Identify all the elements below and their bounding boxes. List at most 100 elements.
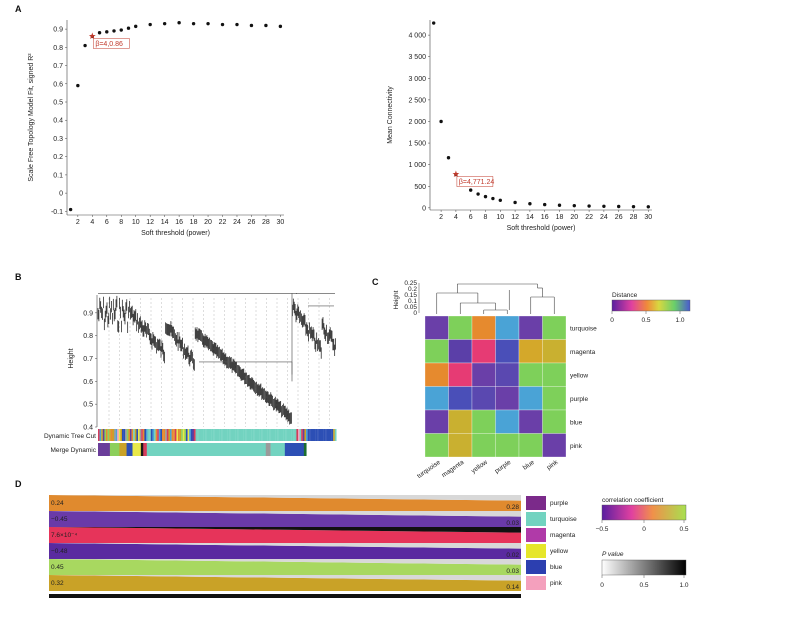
merge-dynamic-segment bbox=[140, 443, 144, 456]
merge-dynamic-segment bbox=[143, 443, 148, 456]
correlation-band bbox=[49, 559, 521, 575]
data-point bbox=[68, 207, 73, 212]
dynamic-tree-cut-color bbox=[277, 429, 279, 441]
cluster-dendrogram: 0.4 0.5 0.6 0.7 0.8 0.9 Height Dynamic Tree Cut… bbox=[44, 293, 337, 456]
y-tick-label: 0.5 bbox=[53, 100, 63, 107]
dynamic-tree-cut-color bbox=[190, 429, 193, 441]
heatmap-cell bbox=[424, 339, 449, 364]
heatmap-row-label: yellow bbox=[570, 372, 588, 379]
dynamic-tree-cut-color bbox=[267, 429, 270, 441]
dynamic-tree-cut-color bbox=[205, 429, 207, 441]
dynamic-tree-cut-color bbox=[328, 429, 331, 441]
dynamic-tree-cut-color bbox=[163, 429, 166, 441]
heatmap-col-label: magenta bbox=[441, 459, 466, 479]
dynamic-tree-cut-color bbox=[270, 429, 273, 441]
dynamic-tree-cut-color bbox=[258, 429, 260, 441]
dynamic-tree-cut-color bbox=[227, 429, 230, 441]
p-value-bottom-bar bbox=[49, 594, 521, 598]
dynamic-tree-cut-color bbox=[278, 429, 281, 441]
module-name: yellow bbox=[550, 548, 568, 555]
dynamic-tree-cut-color bbox=[98, 429, 100, 441]
dynamic-tree-cut-color bbox=[302, 429, 305, 441]
dynamic-tree-cut-color bbox=[259, 429, 262, 441]
panel-letter-d: D bbox=[15, 479, 22, 489]
data-point bbox=[191, 21, 196, 26]
correlation-value: −0.48 bbox=[51, 548, 68, 555]
dynamic-tree-cut-color bbox=[323, 429, 326, 441]
dynamic-tree-cut-color bbox=[226, 429, 228, 441]
heatmap-cell bbox=[518, 433, 543, 458]
data-point bbox=[543, 202, 547, 207]
dynamic-tree-cut-color bbox=[110, 429, 113, 441]
heatmap-row-label: turquoise bbox=[570, 325, 597, 332]
p-value-band bbox=[49, 559, 521, 565]
p-value-band bbox=[49, 527, 521, 533]
merge-dynamic-segment bbox=[270, 443, 286, 456]
y-tick-label: 0.2 bbox=[53, 154, 63, 161]
y-tick-label: 0.6 bbox=[83, 379, 93, 386]
dynamic-tree-cut-color bbox=[334, 429, 337, 441]
dynamic-tree-cut-color bbox=[126, 429, 129, 441]
dynamic-tree-cut-color bbox=[130, 429, 132, 441]
dynamic-tree-cut-color bbox=[299, 429, 302, 441]
dynamic-tree-cut-color bbox=[219, 429, 222, 441]
highlight-star-icon: ★ bbox=[452, 170, 460, 180]
distance-legend-tick-label: 0.5 bbox=[641, 317, 650, 324]
dynamic-tree-cut-color bbox=[125, 429, 127, 441]
x-tick-label: 12 bbox=[511, 214, 519, 221]
dendro-tick-label: 0.15 bbox=[404, 292, 417, 299]
dynamic-tree-cut-color bbox=[144, 429, 147, 441]
x-tick-label: 4 bbox=[90, 219, 94, 226]
dynamic-tree-cut-color bbox=[304, 429, 307, 441]
y-axis-title: Mean Connectivity bbox=[387, 86, 394, 144]
dynamic-tree-cut-color bbox=[166, 429, 169, 441]
dynamic-tree-cut-color bbox=[184, 429, 187, 441]
heatmap-cell bbox=[495, 433, 520, 458]
y-tick-label: 0.1 bbox=[53, 172, 63, 179]
merge-dynamic-segment bbox=[132, 443, 142, 456]
dynamic-tree-cut-color bbox=[293, 429, 295, 441]
data-point bbox=[249, 23, 254, 28]
dynamic-tree-cut-color bbox=[106, 429, 108, 441]
correlation-band bbox=[49, 495, 521, 511]
panel-letter-c: C bbox=[372, 277, 379, 287]
dynamic-tree-cut-color bbox=[149, 429, 151, 441]
heatmap-cell bbox=[542, 386, 567, 411]
y-tick-label: 0.4 bbox=[53, 118, 63, 125]
data-point bbox=[646, 205, 650, 209]
dynamic-tree-cut-color bbox=[322, 429, 324, 441]
dynamic-tree-cut-color bbox=[286, 429, 289, 441]
dynamic-tree-cut-color bbox=[195, 429, 198, 441]
dynamic-tree-cut-color bbox=[179, 429, 182, 441]
dynamic-tree-cut-color bbox=[213, 429, 215, 441]
dynamic-tree-cut-color bbox=[290, 429, 292, 441]
dynamic-tree-cut-color bbox=[147, 429, 150, 441]
dynamic-tree-cut-color bbox=[155, 429, 158, 441]
dynamic-tree-cut-color bbox=[235, 429, 238, 441]
dynamic-tree-cut-color bbox=[253, 429, 255, 441]
heatmap-row-label: magenta bbox=[570, 349, 596, 356]
distance-legend-tick-label: 0 bbox=[610, 317, 614, 324]
p-value-band bbox=[49, 543, 521, 549]
track-label-merge: Merge Dynamic bbox=[50, 447, 96, 454]
dynamic-tree-cut-color bbox=[117, 429, 119, 441]
highlight-star-icon: ★ bbox=[88, 32, 96, 42]
x-tick-label: 24 bbox=[600, 214, 608, 221]
dynamic-tree-cut-color bbox=[309, 429, 311, 441]
module-color-swatch bbox=[526, 528, 546, 542]
p-value: 0.02 bbox=[506, 552, 519, 559]
dendro-tick-label: 0.2 bbox=[408, 286, 417, 293]
correlation-band bbox=[49, 543, 521, 559]
merge-dynamic-segment bbox=[126, 443, 133, 456]
heatmap-cell bbox=[518, 362, 543, 387]
heatmap-cell bbox=[495, 386, 520, 411]
dynamic-tree-cut-color bbox=[221, 429, 223, 441]
dynamic-tree-cut-color bbox=[162, 429, 164, 441]
dynamic-tree-cut-color bbox=[200, 429, 203, 441]
dynamic-tree-cut-color bbox=[261, 429, 263, 441]
data-point bbox=[528, 202, 532, 206]
merge-dynamic-segment bbox=[303, 443, 307, 456]
data-point bbox=[220, 22, 225, 27]
y-axis-title: Scale Free Topology Model Fit, signed R² bbox=[28, 53, 35, 182]
